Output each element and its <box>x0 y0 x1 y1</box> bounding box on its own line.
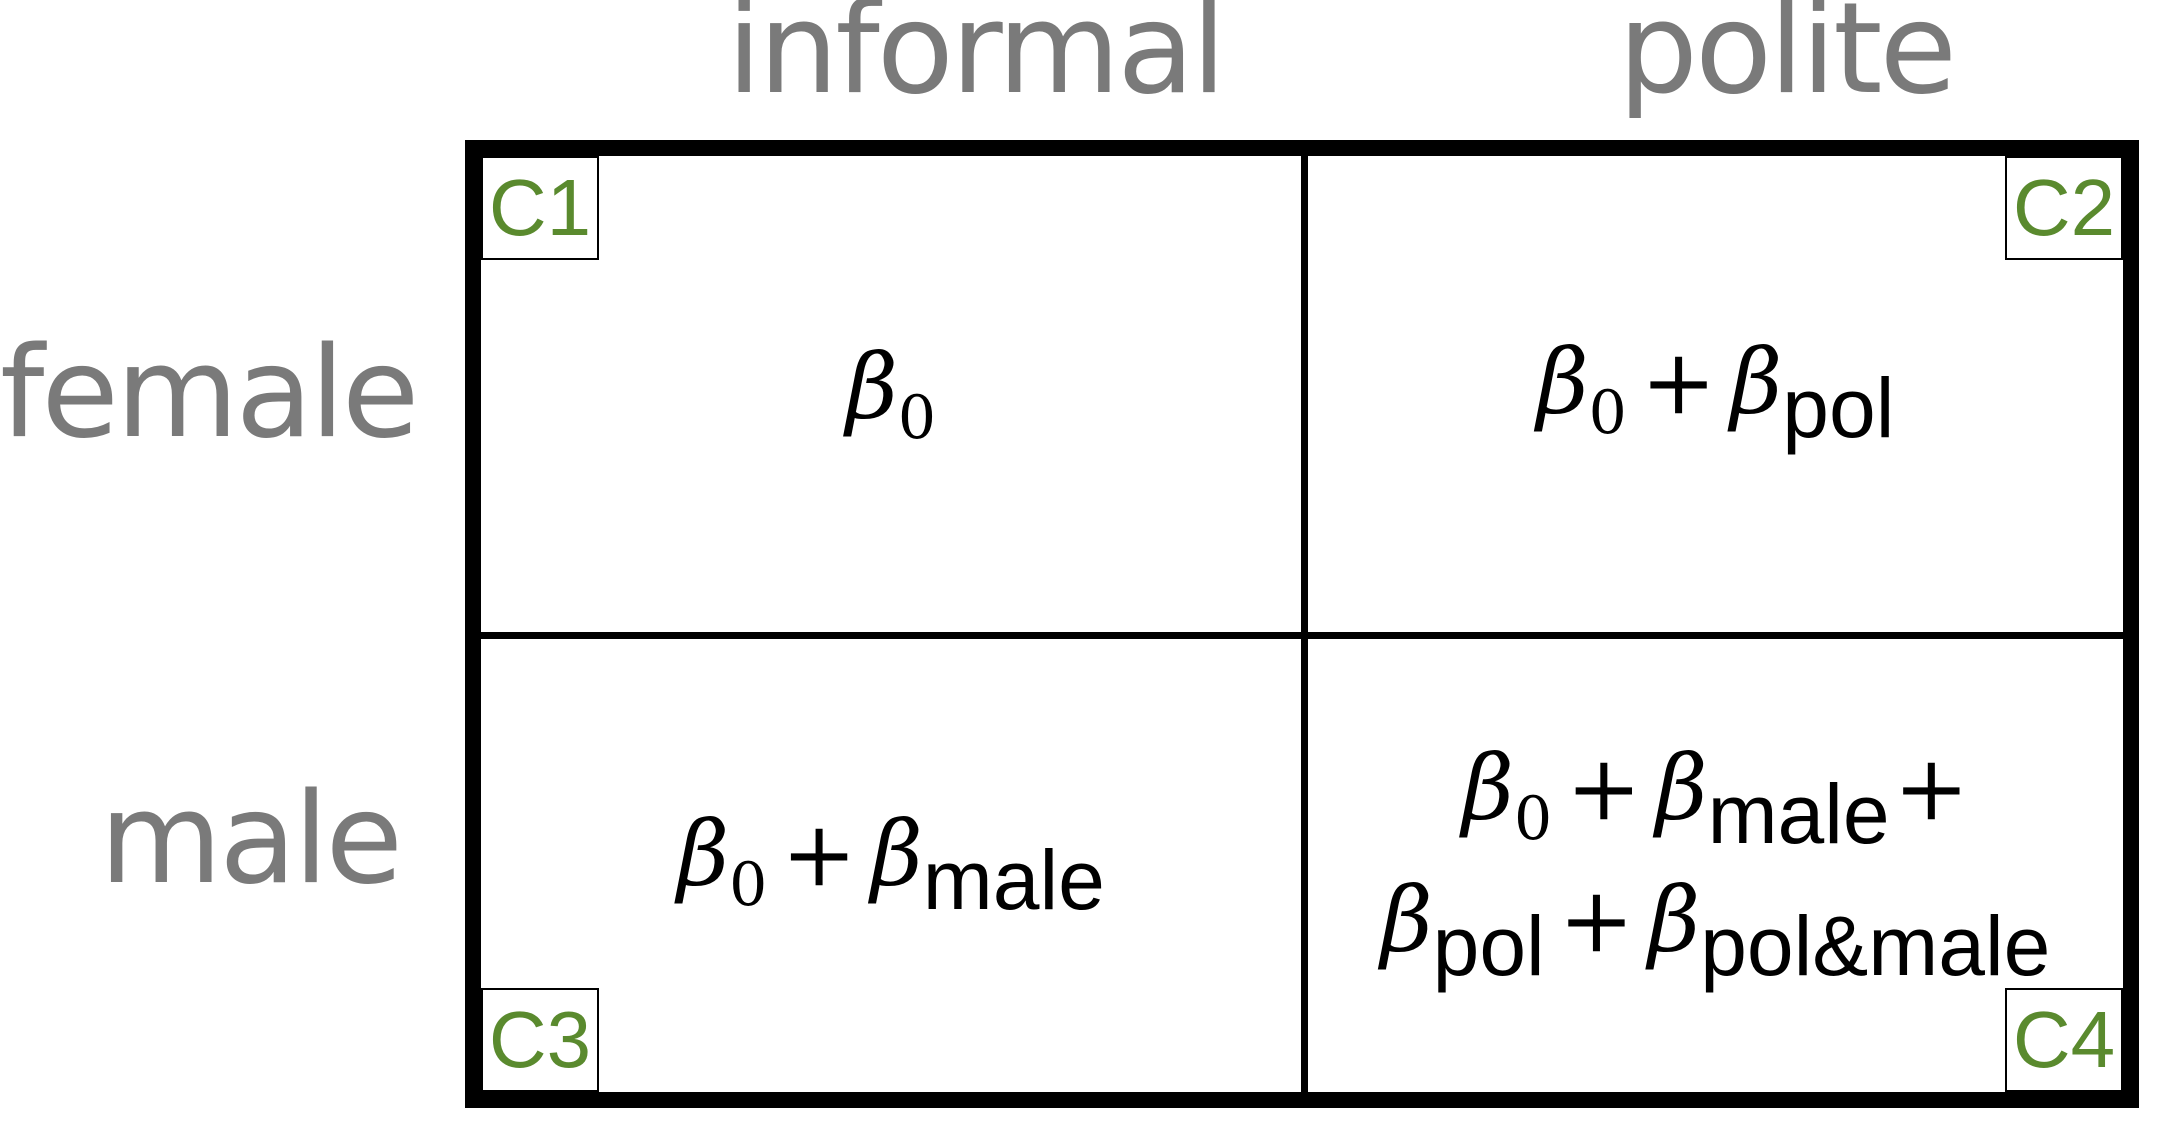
subscript-zero: 0 <box>729 849 768 920</box>
plus-operator: + <box>1566 736 1642 842</box>
subscript-zero: 0 <box>1513 784 1553 855</box>
plus-operator: + <box>1558 867 1635 973</box>
formula-c1: β0 <box>846 333 936 455</box>
subscript-male: male <box>922 832 1105 927</box>
beta-symbol: β <box>677 801 730 907</box>
cell-male-polite: β0 + βmale+ βpol + βpol&male <box>1308 639 2123 1092</box>
column-header-informal: informal <box>726 0 1227 122</box>
row-label-male: male <box>99 765 403 912</box>
column-header-polite: polite <box>1617 0 1957 122</box>
row-label-female: female <box>0 319 419 466</box>
corner-label-c3: C3 <box>481 988 599 1092</box>
formula-c4-line-1: β0 + βmale+ <box>1381 734 2051 865</box>
beta-symbol: β <box>1536 330 1589 436</box>
cell-female-polite: β0 + βpol <box>1308 156 2123 632</box>
beta-symbol: β <box>845 334 898 440</box>
plus-operator: + <box>1893 736 1970 842</box>
beta-symbol: β <box>1380 867 1433 973</box>
vertical-divider <box>1301 156 1308 1092</box>
subscript-zero: 0 <box>897 382 937 453</box>
formula-c4: β0 + βmale+ βpol + βpol&male <box>1381 734 2051 997</box>
plus-operator: + <box>1640 330 1717 436</box>
formula-c3: β0 + βmale <box>677 800 1105 931</box>
subscript-pol: pol <box>1782 361 1895 456</box>
formula-c2: β0 + βpol <box>1537 328 1895 459</box>
contrast-grid: β0 β0 + βpol β0 + βmale β0 + βmale+ βpol + βpol&… <box>465 140 2139 1108</box>
corner-label-c4: C4 <box>2005 988 2123 1092</box>
subscript-zero: 0 <box>1588 378 1627 449</box>
subscript-male: male <box>1707 767 1890 862</box>
horizontal-divider <box>481 632 2123 639</box>
beta-symbol: β <box>1655 736 1708 842</box>
beta-symbol: β <box>1648 867 1701 973</box>
cell-male-informal: β0 + βmale <box>481 639 1301 1092</box>
corner-label-c1: C1 <box>481 156 599 260</box>
beta-symbol: β <box>870 801 923 907</box>
cell-female-informal: β0 <box>481 156 1301 632</box>
formula-c4-line-2: βpol + βpol&male <box>1381 866 2051 997</box>
subscript-pol-male: pol&male <box>1700 898 2051 993</box>
beta-symbol: β <box>1461 736 1514 842</box>
subscript-pol: pol <box>1432 898 1545 993</box>
corner-label-c2: C2 <box>2005 156 2123 260</box>
beta-symbol: β <box>1730 330 1783 436</box>
plus-operator: + <box>781 801 857 907</box>
